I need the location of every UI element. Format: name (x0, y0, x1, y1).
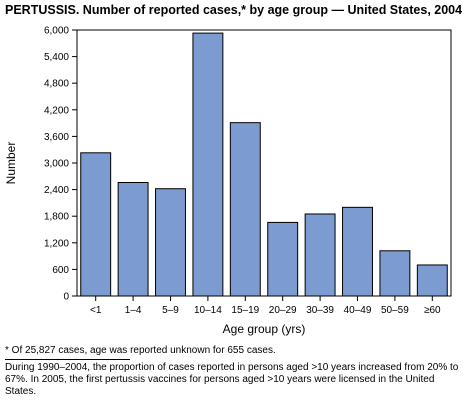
bar-chart: 0 600 1,200 1,800 2,400 3,000 3,600 4,200 4,800 5… (4, 26, 452, 336)
bar (192, 32, 224, 297)
y-tick-label: 6,000 (44, 26, 69, 37)
bar (80, 152, 112, 297)
x-tick-label: 10–14 (194, 305, 222, 316)
x-tick-label: 40–49 (344, 305, 372, 316)
y-axis-label: Number (4, 142, 18, 185)
bar (304, 213, 336, 297)
x-tick-label: ≥60 (424, 305, 441, 316)
footnote-asterisk: * Of 25,827 cases, age was reported unkn… (5, 345, 276, 356)
bar (155, 188, 186, 297)
y-tick-label: 5,400 (44, 52, 69, 63)
y-tick-label: 3,000 (44, 159, 69, 170)
bar (416, 264, 448, 297)
y-tick-label: 4,800 (44, 79, 69, 90)
bar (267, 221, 299, 297)
bar (229, 122, 261, 297)
y-tick-label: 1,800 (44, 212, 69, 223)
y-tick-label: 4,200 (44, 105, 69, 116)
y-tick-label: 600 (52, 265, 69, 276)
x-tick-label: 20–29 (269, 305, 297, 316)
x-tick-label: 15–19 (231, 305, 259, 316)
y-tick-label: 1,200 (44, 238, 69, 249)
y-tick-label: 0 (63, 292, 69, 303)
footnote-divider (5, 359, 130, 360)
x-axis-label: Age group (yrs) (223, 322, 306, 336)
footnote-note: During 1990–2004, the proportion of case… (5, 362, 459, 397)
bar (379, 250, 411, 297)
x-tick-label: 5–9 (162, 305, 179, 316)
bar (117, 182, 149, 297)
y-tick-label: 2,400 (44, 185, 69, 196)
bar (342, 206, 373, 297)
y-tick-label: 3,600 (44, 132, 69, 143)
chart-title: PERTUSSIS. Number of reported cases,* by… (5, 3, 463, 17)
x-tick-label: 30–39 (306, 305, 334, 316)
x-tick-label: 1–4 (125, 305, 142, 316)
x-tick-label: 50–59 (381, 305, 409, 316)
x-tick-label: <1 (90, 305, 102, 316)
